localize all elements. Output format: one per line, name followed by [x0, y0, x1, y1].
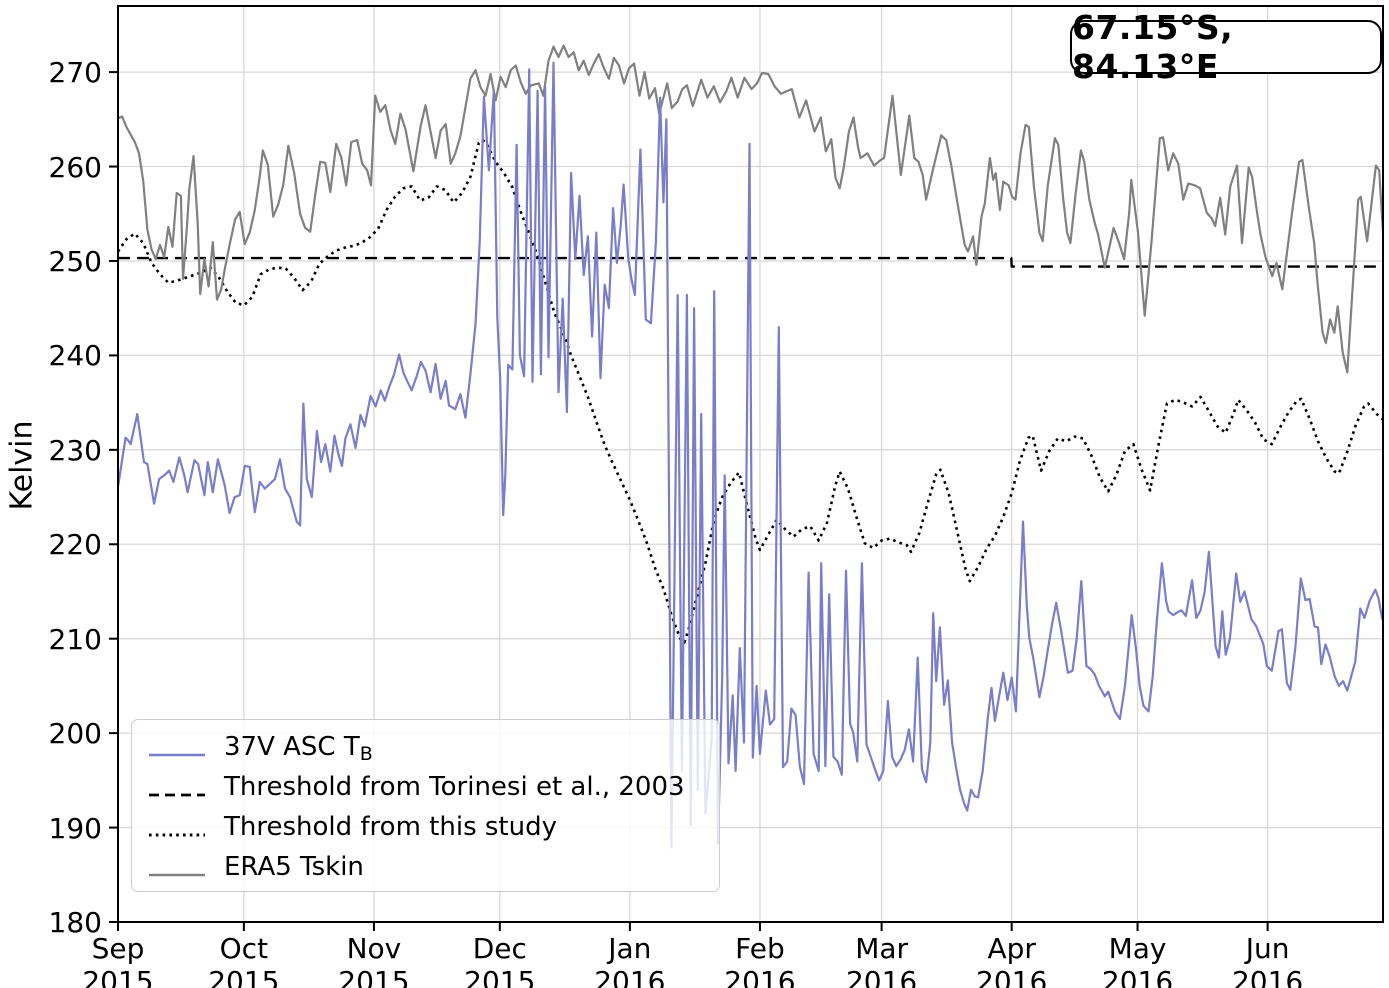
legend-label: Threshold from this study — [224, 811, 557, 842]
x-tick-Jun: Jun 2016 — [1231, 932, 1304, 988]
legend-line-sample-tb37v — [148, 744, 206, 757]
y-tick-180: 180 — [48, 906, 102, 939]
y-tick-220: 220 — [48, 528, 102, 562]
y-tick-270: 270 — [48, 56, 102, 90]
y-tick-260: 260 — [48, 150, 102, 184]
legend-item-tb37v: 37V ASC TB — [148, 728, 719, 768]
legend-line-sample-era5 — [148, 864, 206, 877]
x-tick-Apr: Apr 2016 — [976, 932, 1048, 988]
legend-item-torinesi: Threshold from Torinesi et al., 2003 — [148, 768, 719, 808]
x-tick-Nov: Nov 2015 — [338, 932, 410, 988]
x-tick-Dec: Dec 2015 — [464, 932, 536, 988]
x-tick-Sep: Sep 2015 — [82, 932, 154, 988]
x-tick-Oct: Oct 2015 — [208, 932, 280, 988]
x-tick-May: May 2016 — [1101, 932, 1174, 988]
x-tick-Jan: Jan 2016 — [594, 932, 666, 988]
y-tick-240: 240 — [48, 339, 102, 373]
legend-line-sample-study — [148, 824, 206, 837]
coordinates-badge: 67.15°S, 84.13°E — [1070, 8, 1382, 86]
x-tick-Feb: Feb 2016 — [724, 932, 796, 988]
y-tick-190: 190 — [48, 811, 102, 845]
y-tick-210: 210 — [48, 622, 102, 656]
legend-item-era5: ERA5 Tskin — [148, 848, 719, 888]
y-tick-230: 230 — [48, 433, 102, 467]
legend: 37V ASC TB Threshold from Torinesi et al… — [131, 719, 720, 892]
legend-item-study: Threshold from this study — [148, 808, 719, 848]
x-tick-Mar: Mar 2016 — [845, 932, 918, 988]
y-tick-200: 200 — [48, 717, 102, 751]
legend-label: Threshold from Torinesi et al., 2003 — [224, 771, 685, 802]
legend-label: 37V ASC TB — [224, 731, 373, 765]
legend-label: ERA5 Tskin — [224, 851, 364, 882]
legend-line-sample-torinesi — [148, 784, 206, 797]
y-tick-250: 250 — [48, 244, 102, 278]
